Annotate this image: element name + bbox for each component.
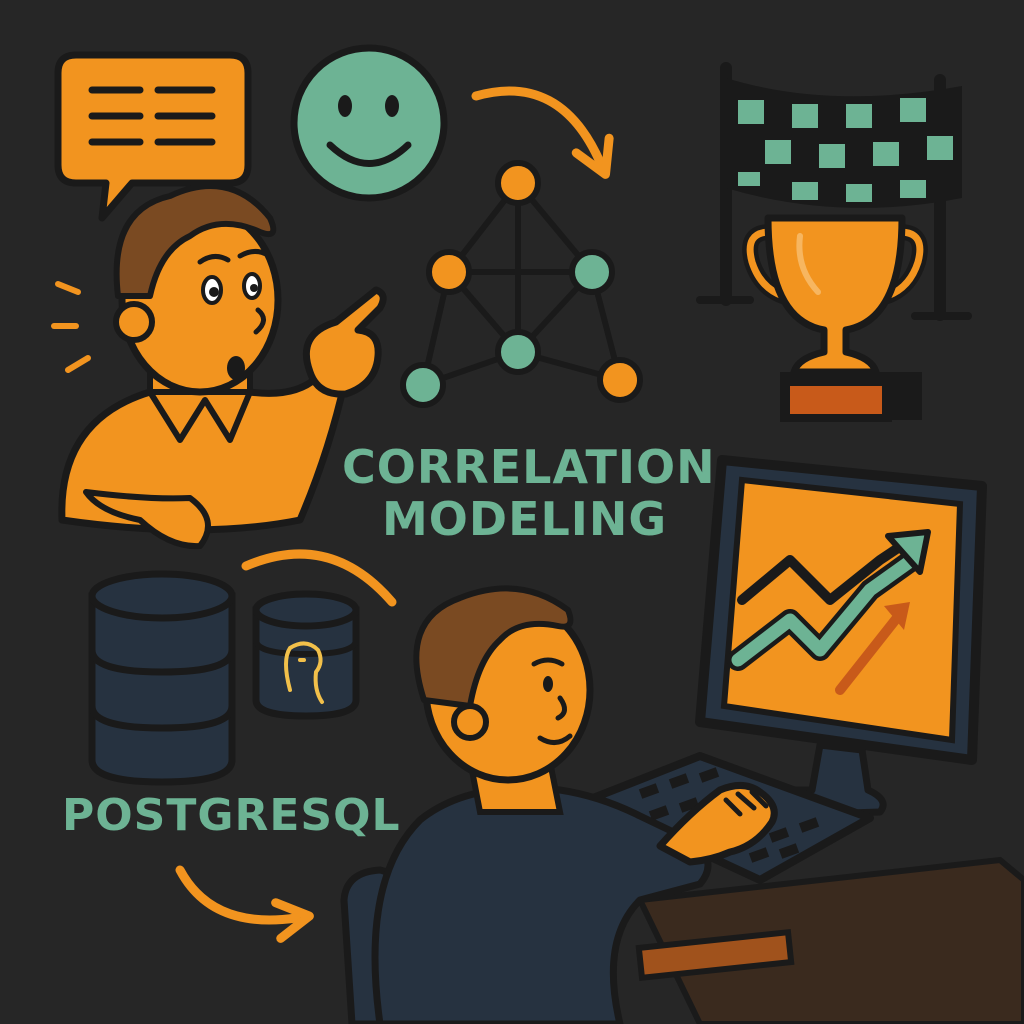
title-line-1: CORRELATION	[342, 440, 716, 494]
speech-bubble-icon	[54, 51, 252, 222]
seated-man-figure	[371, 585, 778, 1024]
postgresql-elephant-icon	[252, 590, 360, 720]
curved-arrow-icon	[241, 549, 397, 607]
database-label: POSTGRESQL	[62, 790, 401, 841]
curved-arrow-icon	[471, 86, 614, 179]
checkered-flag-icon	[696, 62, 972, 321]
network-graph-icon	[400, 160, 643, 408]
database-icon	[88, 570, 236, 786]
trophy-icon	[742, 214, 928, 422]
title-line-2: MODELING	[382, 492, 668, 546]
rising-trend-chart-icon	[727, 529, 931, 695]
pointing-man-figure	[51, 182, 387, 550]
smiley-face-icon	[290, 44, 448, 202]
desk	[635, 856, 1024, 1024]
curved-arrow-icon	[175, 865, 314, 943]
